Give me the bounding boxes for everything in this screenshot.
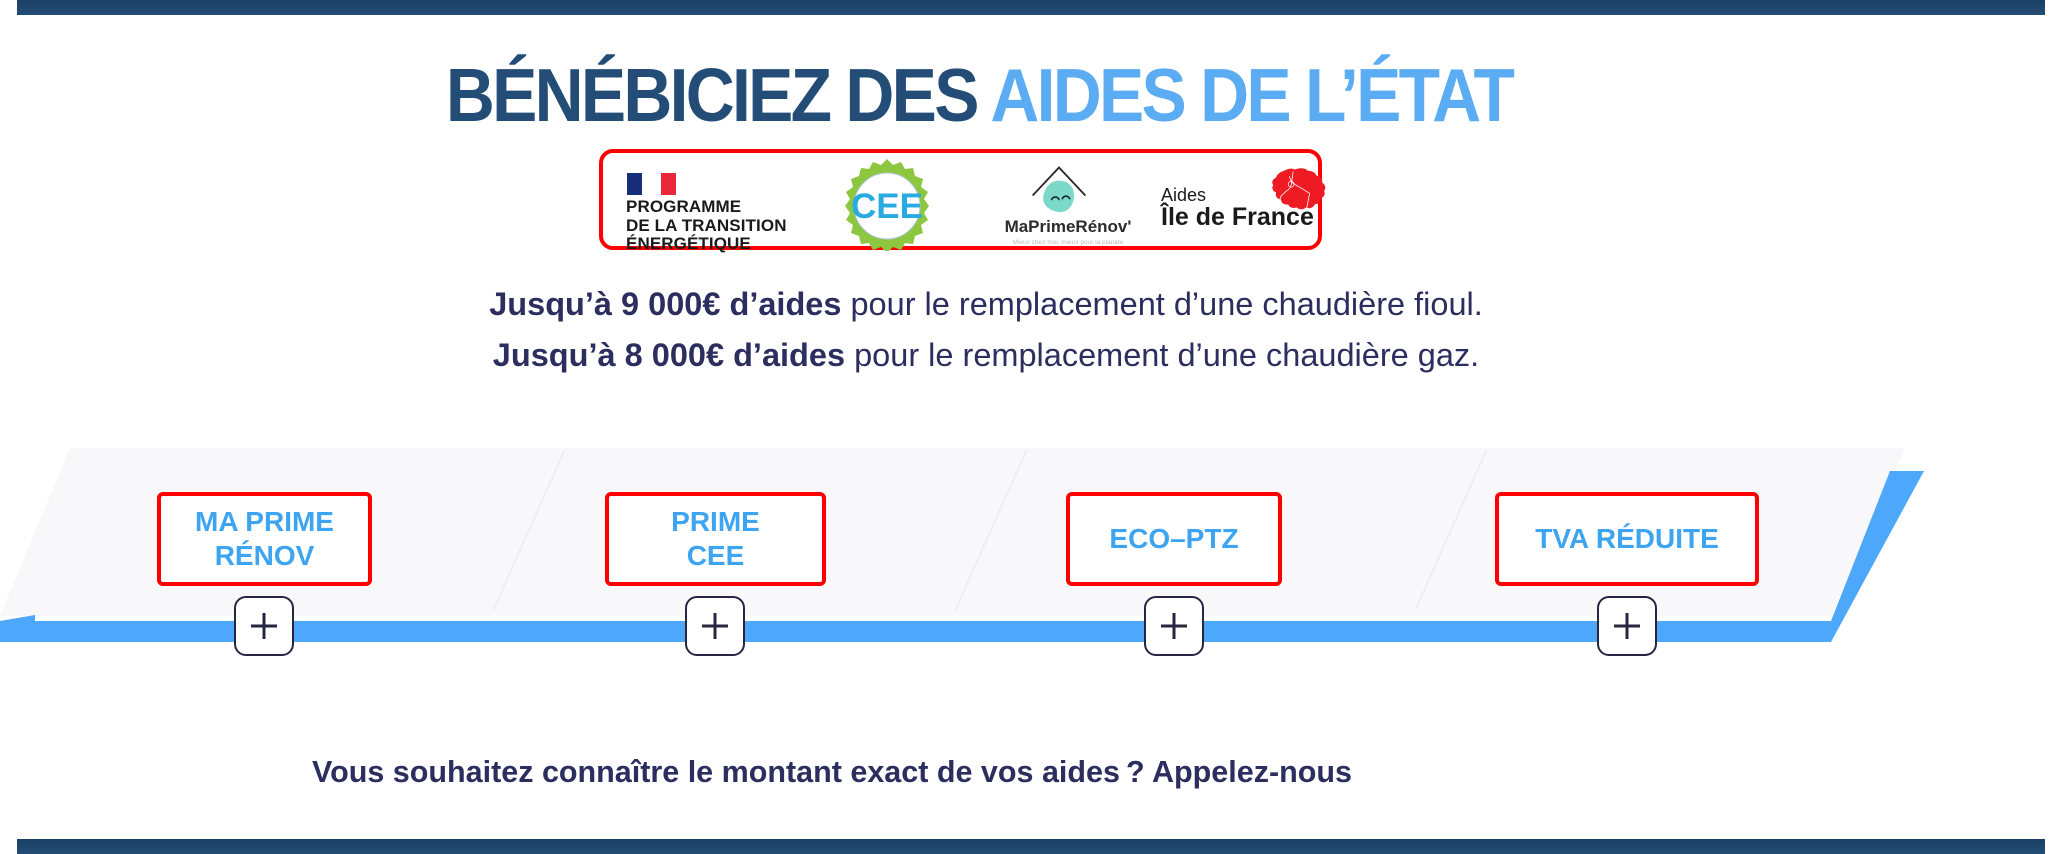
svg-text:CEE: CEE [851, 187, 923, 226]
